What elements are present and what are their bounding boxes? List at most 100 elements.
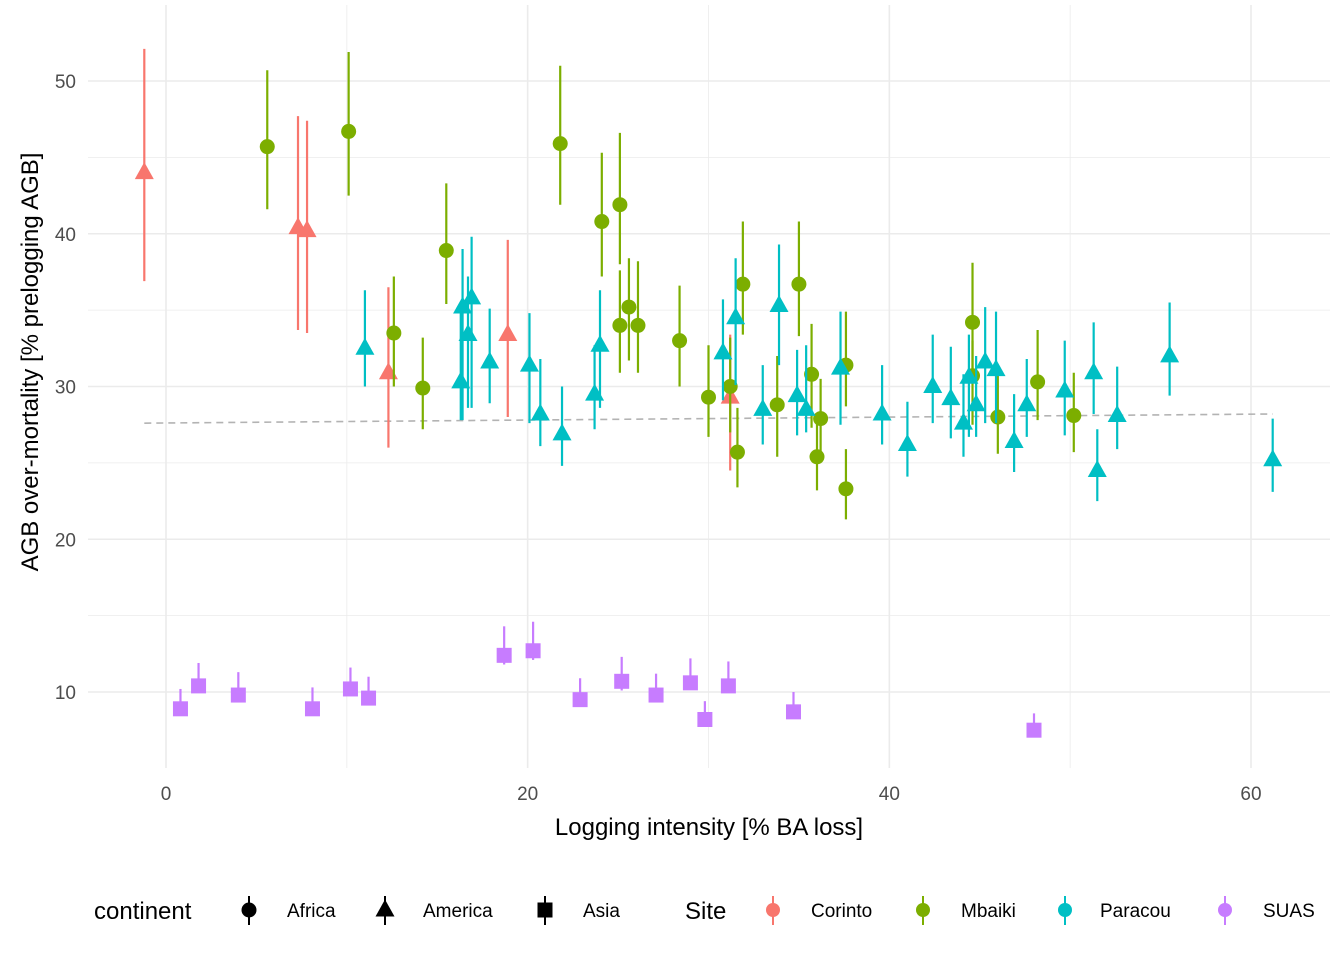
data-point (1055, 340, 1075, 436)
legend-label-africa: Africa (287, 901, 336, 922)
data-point (630, 261, 646, 373)
data-point (438, 183, 454, 305)
triangle-marker (753, 398, 773, 416)
triangle-marker (872, 403, 892, 421)
triangle-marker (1263, 449, 1283, 467)
data-point (259, 70, 275, 210)
triangle-marker (462, 287, 482, 305)
legend-label-mbaiki: Mbaiki (961, 901, 1016, 922)
square-marker (682, 675, 698, 691)
data-point (785, 692, 801, 720)
data-point (966, 355, 986, 437)
square-marker (648, 687, 664, 703)
data-point (897, 401, 917, 477)
circle-marker (813, 411, 829, 427)
circle-marker (259, 139, 275, 155)
legend-label-america: America (423, 901, 493, 922)
data-point (415, 337, 431, 430)
circle-marker (630, 317, 646, 333)
triangle-marker (378, 362, 398, 380)
x-tick-label: 20 (517, 784, 538, 805)
legend-triangle-icon (375, 899, 395, 917)
triangle-marker (1107, 404, 1127, 422)
legend-key-america (375, 896, 395, 925)
square-marker (172, 701, 188, 717)
triangle-marker (1087, 459, 1107, 477)
data-point (594, 152, 610, 277)
triangle-marker (1160, 345, 1180, 363)
triangle-marker (480, 351, 500, 369)
triangle-marker (787, 385, 807, 403)
square-marker (614, 673, 630, 689)
data-point (134, 48, 154, 282)
data-point (1017, 359, 1037, 437)
square-marker (525, 643, 541, 659)
triangle-marker (986, 359, 1006, 377)
data-point (378, 287, 398, 448)
data-point (341, 51, 357, 196)
triangle-marker (451, 371, 471, 389)
square-marker (720, 678, 736, 694)
series-paracou (355, 236, 1283, 502)
data-point (769, 244, 789, 366)
legend-key-suas (1218, 896, 1232, 925)
circle-marker (701, 389, 716, 405)
triangle-marker (552, 423, 572, 441)
square-marker (572, 692, 588, 708)
data-marks (134, 48, 1283, 738)
legend: continent Africa America Asia Site Corinto Mba… (94, 896, 1315, 925)
square-marker (304, 701, 320, 717)
data-point (923, 334, 943, 424)
triangle-marker (355, 337, 375, 355)
legend-label-paracou: Paracou (1100, 901, 1171, 922)
legend-circle-icon (241, 902, 257, 918)
data-point (519, 313, 539, 424)
circle-marker (722, 379, 738, 394)
data-point (614, 656, 630, 691)
square-marker (191, 678, 207, 694)
series-suas (172, 621, 1042, 738)
legend-circle-icon (1218, 903, 1232, 917)
data-point (720, 661, 736, 694)
y-tick-label: 50 (55, 72, 76, 93)
series-corinto (134, 48, 740, 471)
circle-marker (621, 299, 637, 315)
triangle-marker (796, 398, 816, 416)
data-point (697, 701, 713, 727)
legend-label-suas: SUAS (1263, 901, 1315, 922)
series-mbaiki (259, 51, 1082, 520)
data-point (753, 365, 773, 445)
data-point (230, 672, 246, 703)
data-point (304, 687, 320, 717)
x-tick-label: 40 (879, 784, 900, 805)
circle-marker (386, 325, 402, 341)
data-point (621, 258, 637, 361)
y-tick-label: 40 (55, 225, 76, 246)
legend-key-mbaiki (916, 896, 930, 925)
data-point (191, 662, 207, 694)
data-point (451, 302, 471, 421)
legend-key-corinto (766, 896, 780, 925)
data-point (872, 365, 892, 445)
legend-key-africa (241, 896, 257, 925)
data-point (498, 239, 518, 418)
square-marker (1026, 722, 1042, 738)
data-point (672, 285, 688, 387)
circle-marker (594, 214, 610, 230)
triangle-marker (769, 295, 789, 313)
data-point (496, 626, 512, 665)
data-point (1084, 322, 1104, 414)
data-point (791, 221, 807, 337)
circle-marker (791, 276, 807, 292)
triangle-marker (975, 351, 995, 369)
circle-marker (438, 243, 454, 259)
y-axis-ticks: 10 20 30 40 50 (55, 72, 76, 704)
data-point (1107, 366, 1127, 450)
circle-marker (804, 366, 820, 382)
data-point (729, 407, 745, 488)
data-point (612, 132, 628, 265)
circle-marker (672, 333, 688, 349)
legend-circle-icon (766, 903, 780, 917)
triangle-marker (953, 412, 973, 430)
